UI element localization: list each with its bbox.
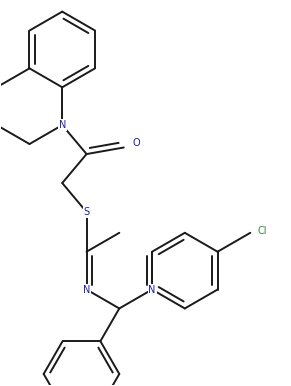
Text: O: O — [133, 137, 141, 147]
Text: N: N — [58, 120, 66, 130]
Text: N: N — [83, 284, 90, 295]
Text: N: N — [148, 284, 156, 295]
Text: S: S — [84, 207, 90, 217]
Text: Cl: Cl — [258, 226, 267, 236]
